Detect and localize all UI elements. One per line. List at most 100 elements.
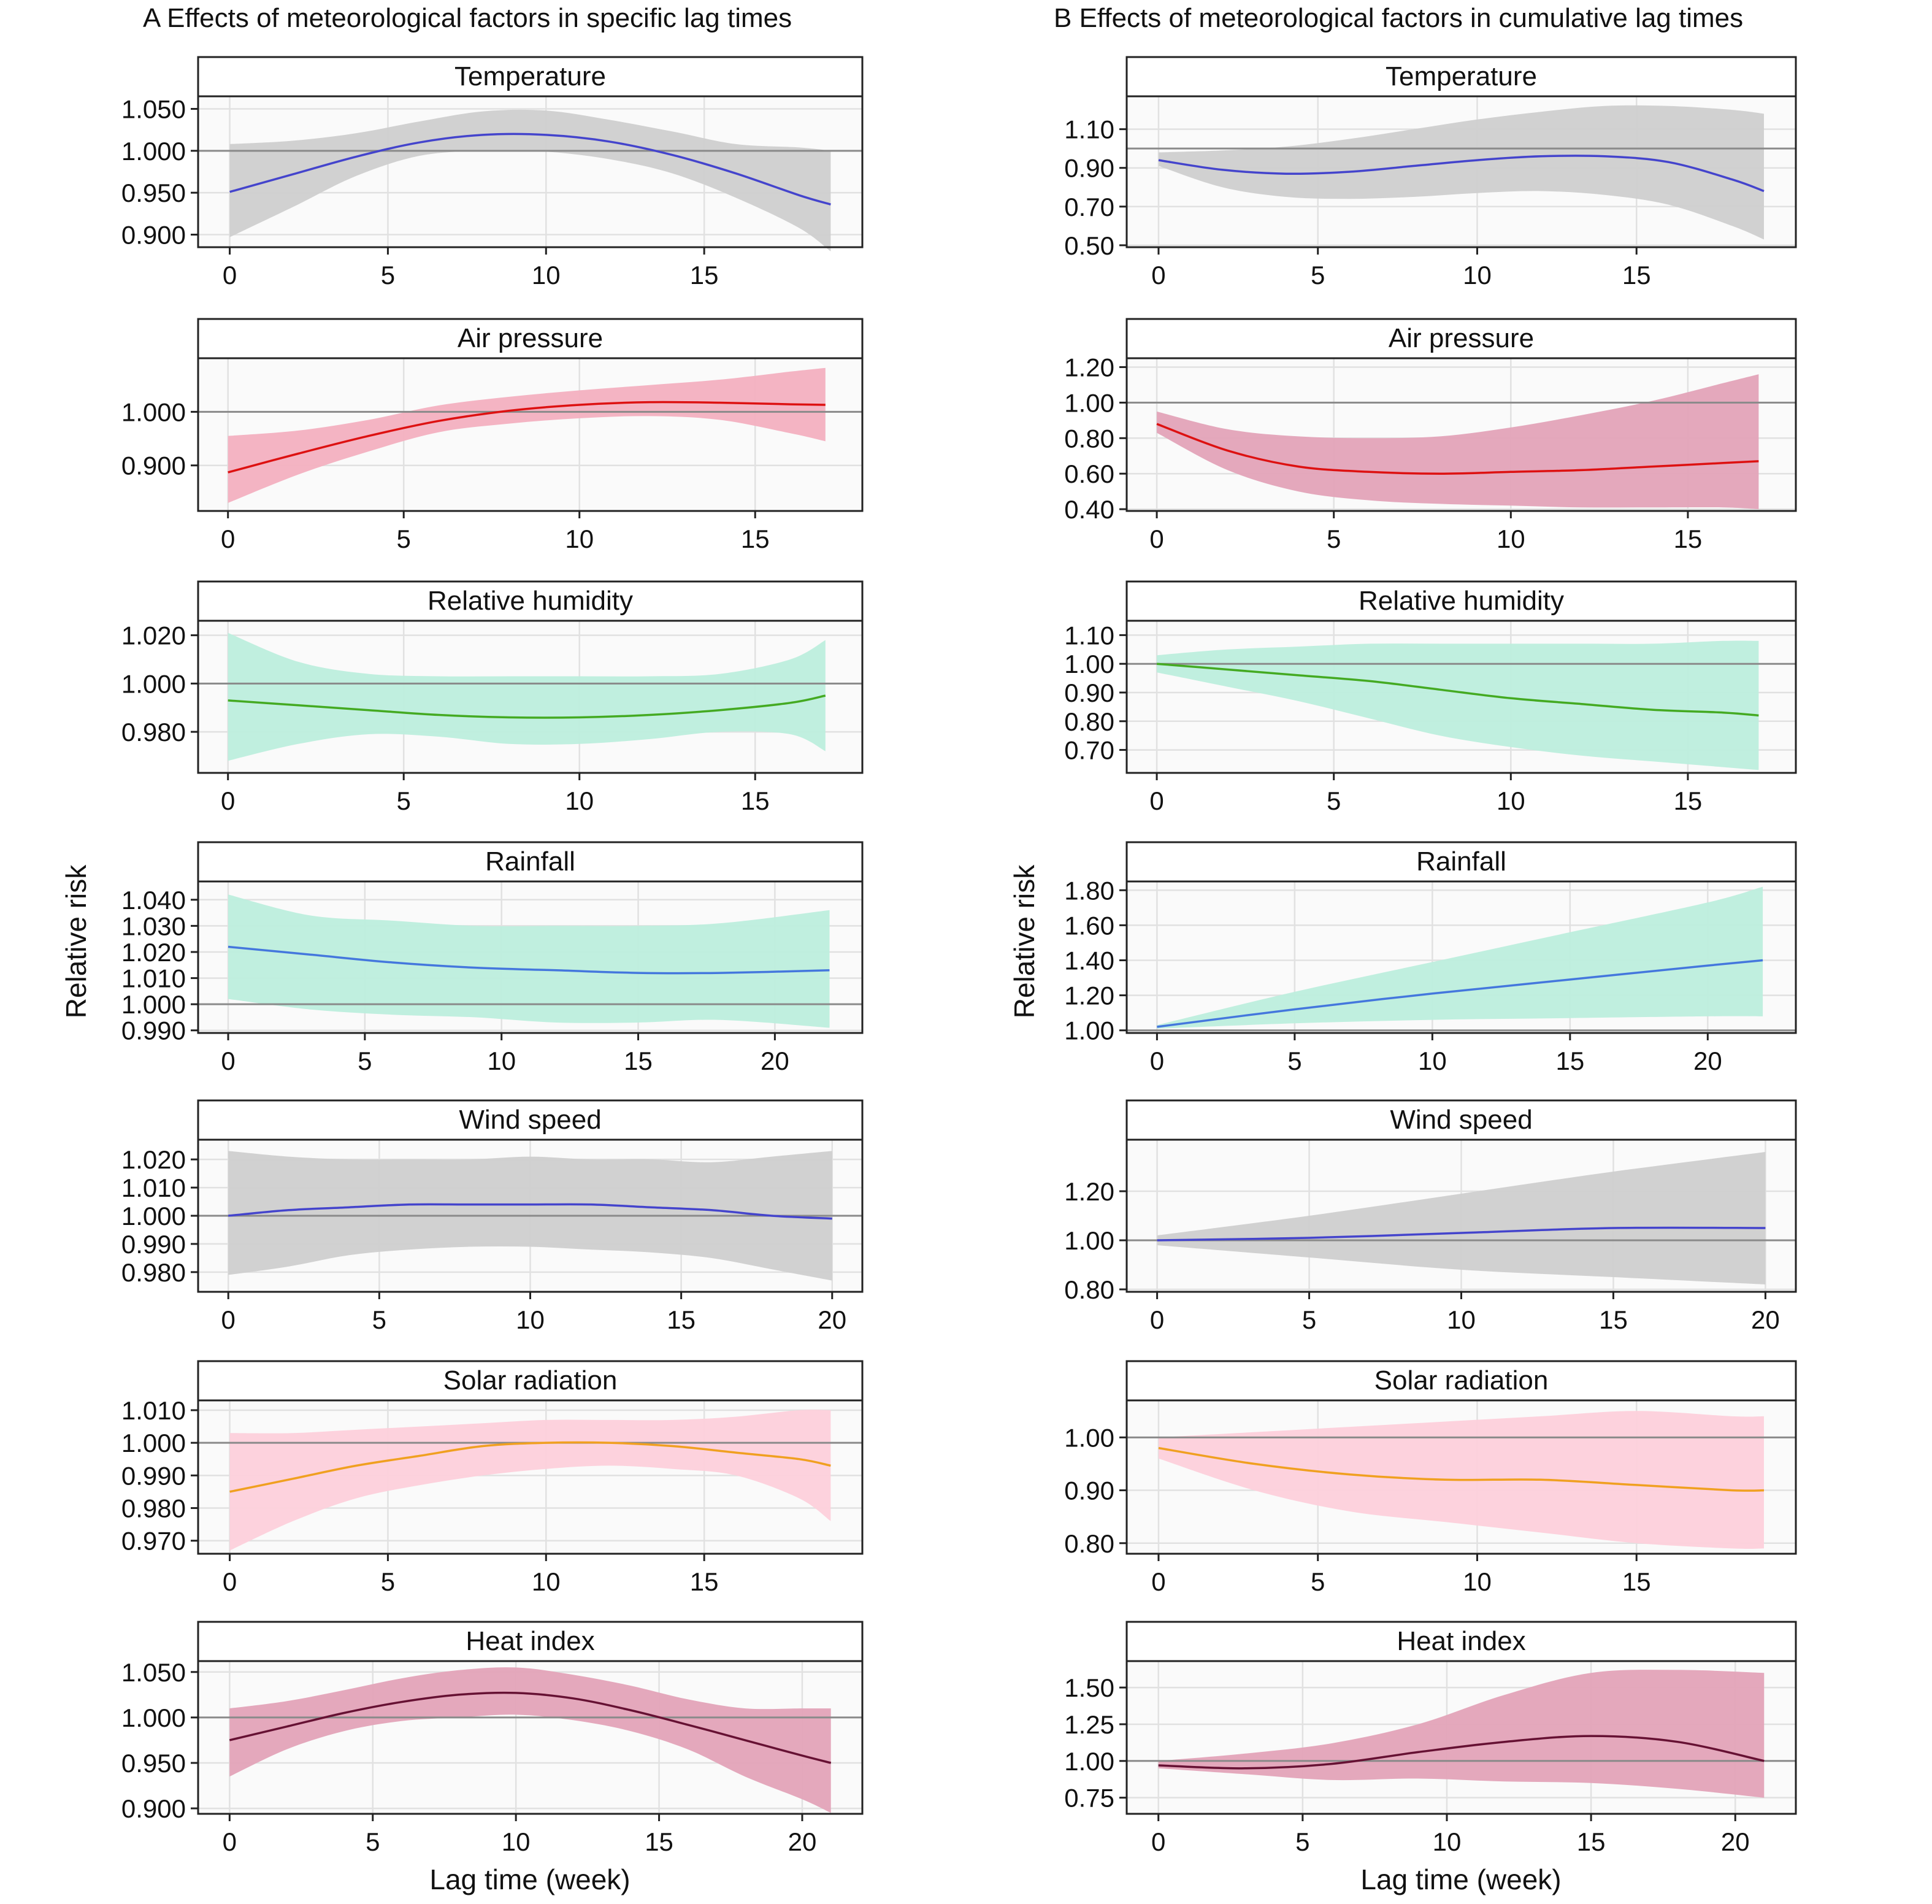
plot-frame-a-heat-index [197,1660,864,1815]
x-tick-label-b-heat-index-1: 5 [1295,1827,1309,1856]
y-tick-label-a-solar-radiation-3: 1.000 [121,1429,186,1457]
series-line-b-relative-humidity [1156,662,1759,717]
x-tick-label-b-solar-radiation-2: 10 [1463,1567,1492,1596]
y-tick-label-a-air-pressure-0: 0.900 [121,451,186,480]
x-tick-label-b-relative-humidity-0: 0 [1149,786,1163,815]
y-tick-label-b-solar-radiation-0: 0.80 [1064,1529,1114,1558]
x-tick-label-a-solar-radiation-0: 0 [223,1567,237,1596]
y-tick-label-b-rainfall-2: 1.40 [1064,946,1114,975]
panel-strip-a-heat-index [198,1622,862,1661]
x-tick-label-a-wind-speed-3: 15 [667,1305,696,1334]
series-line-b-rainfall [1157,959,1763,1028]
series-line-b-solar-radiation [1158,1446,1765,1492]
x-tick-label-a-heat-index-4: 20 [788,1827,817,1856]
x-tick-label-b-air-pressure-1: 5 [1327,524,1341,553]
x-tick-label-b-air-pressure-3: 15 [1674,524,1703,553]
panel-strip-b-temperature [1127,57,1796,96]
confidence-band-b-wind-speed [1157,1152,1766,1284]
panel-title-a-air-pressure: Air pressure [458,323,603,353]
panel-a-air-pressure: Air pressure 0.900 1.000 0 5 10 15 [121,318,864,553]
x-tick-label-b-wind-speed-3: 15 [1599,1305,1628,1334]
panel-strip-a-solar-radiation [198,1361,862,1400]
panel-title-a-relative-humidity: Relative humidity [427,586,633,616]
y-tick-label-b-relative-humidity-4: 1.10 [1064,621,1114,650]
y-tick-label-a-relative-humidity-1: 1.000 [121,669,186,698]
column-a-title: A Effects of meteorological factors in s… [143,3,792,33]
x-tick-label-a-wind-speed-1: 5 [372,1305,386,1334]
y-tick-label-b-air-pressure-1: 0.60 [1064,459,1114,488]
y-tick-label-a-heat-index-1: 0.950 [121,1749,186,1778]
y-tick-label-a-wind-speed-2: 1.000 [121,1202,186,1230]
y-tick-label-b-solar-radiation-2: 1.00 [1064,1423,1114,1452]
y-tick-label-a-relative-humidity-0: 0.980 [121,718,186,747]
x-tick-label-b-relative-humidity-1: 5 [1327,786,1341,815]
x-tick-label-b-heat-index-4: 20 [1721,1827,1750,1856]
x-tick-label-a-air-pressure-0: 0 [221,524,235,553]
confidence-band-a-rainfall [228,894,830,1028]
panel-title-a-temperature: Temperature [454,61,606,91]
x-tick-label-b-wind-speed-2: 10 [1447,1305,1476,1334]
x-tick-label-a-solar-radiation-2: 10 [532,1567,561,1596]
column-b-title: B Effects of meteorological factors in c… [1054,3,1743,33]
y-tick-label-a-solar-radiation-2: 0.990 [121,1461,186,1490]
x-tick-label-b-heat-index-0: 0 [1151,1827,1165,1856]
y-tick-label-b-air-pressure-4: 1.20 [1064,353,1114,382]
y-tick-label-b-heat-index-1: 1.00 [1064,1747,1114,1776]
confidence-band-b-rainfall [1157,886,1763,1029]
x-tick-label-a-solar-radiation-3: 15 [690,1567,719,1596]
y-tick-label-a-temperature-2: 1.000 [121,137,186,166]
y-tick-label-b-temperature-1: 0.70 [1064,193,1114,221]
series-line-b-air-pressure [1156,423,1759,475]
x-tick-label-a-relative-humidity-2: 10 [565,786,594,815]
series-line-a-solar-radiation [229,1441,831,1493]
y-axis-label-a: Relative risk [60,864,92,1019]
x-tick-label-a-air-pressure-3: 15 [741,524,770,553]
y-tick-label-b-wind-speed-0: 0.80 [1064,1275,1114,1304]
confidence-band-a-solar-radiation [229,1410,831,1551]
panel-strip-b-rainfall [1127,842,1796,881]
x-tick-label-a-heat-index-3: 15 [645,1827,673,1856]
x-tick-label-b-rainfall-3: 15 [1555,1046,1584,1075]
y-tick-label-a-heat-index-3: 1.050 [121,1658,186,1687]
y-tick-label-b-temperature-2: 0.90 [1064,154,1114,183]
plot-frame-a-air-pressure [197,357,864,512]
x-tick-label-a-air-pressure-1: 5 [397,524,411,553]
x-tick-label-a-wind-speed-0: 0 [221,1305,236,1334]
x-tick-label-a-wind-speed-2: 10 [516,1305,545,1334]
y-tick-label-a-rainfall-3: 1.020 [121,938,186,967]
plot-frame-b-temperature [1125,95,1797,248]
y-tick-label-a-relative-humidity-2: 1.020 [121,621,186,650]
y-tick-label-b-wind-speed-1: 1.00 [1064,1226,1114,1255]
x-tick-label-a-relative-humidity-3: 15 [741,786,770,815]
plot-frame-b-relative-humidity [1125,620,1797,774]
panel-title-a-solar-radiation: Solar radiation [443,1365,618,1395]
y-tick-label-a-temperature-0: 0.900 [121,221,186,250]
plot-frame-b-air-pressure [1125,357,1797,512]
x-tick-label-b-wind-speed-0: 0 [1150,1305,1164,1334]
panel-strip-a-relative-humidity [198,582,862,621]
y-tick-label-b-air-pressure-3: 1.00 [1064,388,1114,417]
y-tick-label-b-air-pressure-2: 0.80 [1064,424,1114,453]
y-tick-label-b-relative-humidity-0: 0.70 [1064,736,1114,765]
y-tick-label-a-rainfall-5: 1.040 [121,886,186,915]
x-tick-label-b-wind-speed-1: 5 [1302,1305,1316,1334]
x-tick-label-a-temperature-3: 15 [690,261,719,290]
x-tick-label-a-rainfall-2: 10 [487,1046,516,1075]
panel-strip-a-air-pressure [198,319,862,358]
series-line-b-wind-speed [1157,1226,1766,1242]
panel-strip-b-solar-radiation [1127,1361,1796,1400]
panel-strip-b-relative-humidity [1127,582,1796,621]
x-tick-label-a-wind-speed-4: 20 [818,1305,846,1334]
y-tick-label-a-solar-radiation-4: 1.010 [121,1396,186,1425]
panel-title-b-solar-radiation: Solar radiation [1374,1365,1549,1395]
confidence-band-b-temperature [1159,105,1764,240]
y-tick-label-a-rainfall-4: 1.030 [121,912,186,940]
x-tick-label-b-relative-humidity-3: 15 [1674,786,1703,815]
x-tick-label-b-air-pressure-2: 10 [1497,524,1525,553]
y-tick-label-b-rainfall-4: 1.80 [1064,876,1114,905]
panel-title-b-relative-humidity: Relative humidity [1359,586,1564,616]
x-tick-label-a-rainfall-3: 15 [624,1046,653,1075]
plot-frame-a-solar-radiation [197,1399,864,1555]
panel-b-heat-index: Heat index 0.75 1.00 1.25 1.50 0 5 10 15 20 [1064,1621,1797,1856]
